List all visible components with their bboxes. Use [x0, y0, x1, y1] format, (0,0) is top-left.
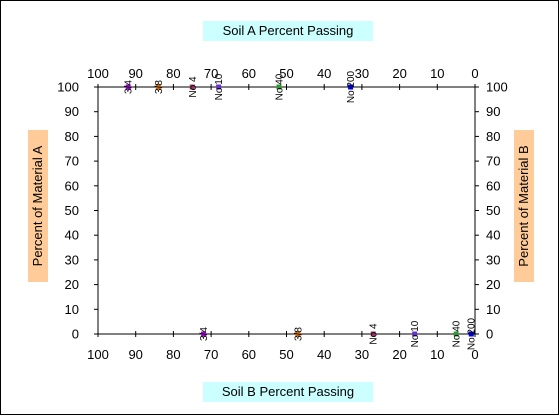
x-top-tick-label: 80	[166, 66, 180, 81]
soil-a-point-label: 3/4	[124, 80, 135, 94]
y-left-tick-label: 40	[65, 228, 79, 243]
soil-a-title: Soil A Percent Passing	[203, 21, 373, 41]
y-right-tick-label: 70	[486, 154, 500, 169]
plot-area	[97, 86, 476, 335]
soil-b-point-label: No 10	[410, 320, 421, 347]
soil-b-point-label: 3/4	[199, 327, 210, 341]
right-axis-label: Percent of Material B	[514, 130, 534, 282]
soil-b-point	[453, 331, 459, 337]
x-bottom-tick-label: 80	[166, 347, 180, 362]
x-top-tick-label: 30	[355, 66, 369, 81]
y-right-tick-label: 30	[486, 252, 500, 267]
soil-a-point-label: 3/8	[154, 80, 165, 94]
data-points	[125, 84, 474, 337]
data-point-labels: 3/4 3/8 No 4 No 10 No 40 No 200 3/4 3/8 No 4 No 1…	[124, 70, 478, 350]
y-left-tick-label: 50	[65, 203, 79, 218]
x-bottom-tick-label: 10	[430, 347, 444, 362]
x-bottom-tick-label: 100	[87, 347, 109, 362]
x-top-tick-label: 60	[242, 66, 256, 81]
y-right-tick-label: 100	[486, 80, 508, 95]
soil-a-point	[348, 84, 354, 90]
y-left-tick-label: 100	[57, 80, 79, 95]
x-top-tick-label: 70	[204, 66, 218, 81]
x-top-tick-label: 10	[430, 66, 444, 81]
y-right-tick-label: 80	[486, 129, 500, 144]
x-top-tick-label: 90	[128, 66, 142, 81]
soil-b-point	[370, 331, 376, 337]
soil-a-point-label: No 10	[214, 73, 225, 100]
x-top-tick-label: 100	[87, 66, 109, 81]
y-right-tick-label: 90	[486, 104, 500, 119]
soil-a-point	[216, 84, 222, 90]
soil-a-point-label: No 200	[346, 70, 357, 103]
x-bottom-tick-label: 20	[392, 347, 406, 362]
soil-b-point-label: 3/8	[293, 327, 304, 341]
y-left-tick-label: 10	[65, 302, 79, 317]
y-right-tick-label: 20	[486, 277, 500, 292]
soil-b-point-label: No 200	[467, 317, 478, 350]
x-bottom-tick-label: 70	[204, 347, 218, 362]
soil-b-title: Soil B Percent Passing	[203, 382, 373, 402]
x-top-tick-label: 50	[279, 66, 293, 81]
x-bottom-tick-label: 50	[279, 347, 293, 362]
x-bottom-tick-label: 60	[242, 347, 256, 362]
x-top-tick-label: 20	[392, 66, 406, 81]
y-left-tick-label: 30	[65, 252, 79, 267]
soil-b-point	[468, 331, 474, 337]
x-bottom-tick-label: 30	[355, 347, 369, 362]
y-left-tick-label: 20	[65, 277, 79, 292]
soil-a-point-label: No 4	[188, 76, 199, 98]
soil-a-point	[125, 84, 131, 90]
soil-a-point-label: No 40	[274, 73, 285, 100]
y-right-tick-label: 40	[486, 228, 500, 243]
soil-b-point	[412, 331, 418, 337]
y-left-tick-label: 60	[65, 178, 79, 193]
soil-b-point-label: No 4	[369, 323, 380, 345]
y-right-tick-label: 0	[486, 327, 493, 342]
y-left-tick-label: 90	[65, 104, 79, 119]
x-bottom-tick-label: 90	[128, 347, 142, 362]
soil-b-point-label: No 40	[452, 320, 463, 347]
soil-a-point	[189, 84, 195, 90]
soil-a-point	[155, 84, 161, 90]
y-right-tick-label: 60	[486, 178, 500, 193]
soil-a-point	[276, 84, 282, 90]
x-top-tick-label: 0	[471, 66, 478, 81]
tick-marks	[94, 84, 479, 337]
y-right-tick-label: 50	[486, 203, 500, 218]
y-left-tick-label: 0	[72, 327, 79, 342]
x-bottom-tick-label: 40	[317, 347, 331, 362]
y-left-tick-label: 70	[65, 154, 79, 169]
x-bottom-tick-label: 0	[471, 347, 478, 362]
soil-b-point	[295, 331, 301, 337]
y-left-tick-label: 80	[65, 129, 79, 144]
left-axis-label: Percent of Material A	[28, 130, 48, 282]
soil-b-point	[201, 331, 207, 337]
y-right-tick-label: 10	[486, 302, 500, 317]
x-top-tick-label: 40	[317, 66, 331, 81]
